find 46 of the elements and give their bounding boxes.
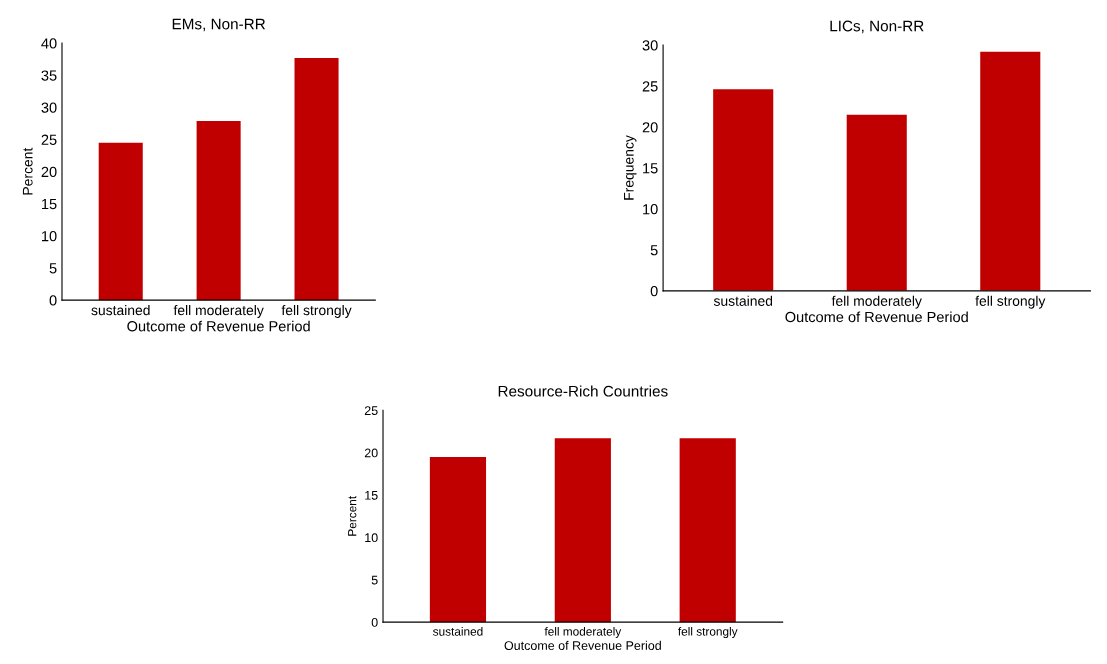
y-tick-label: 20 — [41, 166, 57, 178]
x-tick-label: fell moderately — [831, 295, 922, 309]
y-tick-label: 25 — [41, 134, 57, 145]
bar — [846, 114, 907, 291]
x-tick-label: sustained — [713, 295, 773, 306]
y-tick-label: 20 — [364, 448, 378, 458]
y-tick-label: 5 — [49, 263, 57, 274]
x-tick-label: sustained — [433, 627, 483, 636]
x-tick-label: fell moderately — [544, 627, 622, 639]
y-tick-label: 40 — [41, 38, 57, 49]
x-axis-title: Outcome of Revenue Period — [504, 640, 661, 650]
y-tick-label: 0 — [371, 617, 378, 627]
bar — [98, 142, 143, 301]
y-tick-label: 10 — [42, 230, 57, 242]
bar — [196, 120, 241, 301]
chart-title: LICs, Non-RR — [830, 20, 924, 34]
y-tick-label: 25 — [364, 406, 378, 415]
y-tick-label: 10 — [365, 533, 378, 543]
x-axis-title: Outcome of Revenue Period — [127, 320, 310, 332]
y-tick-label: 15 — [365, 491, 378, 500]
y-tick-label: 15 — [42, 199, 57, 210]
bar — [713, 89, 774, 291]
x-tick-label: fell strongly — [281, 304, 352, 318]
chart-title: EMs, Non-RR — [172, 18, 266, 32]
y-tick-label: 10 — [643, 204, 658, 215]
y-tick-label: 15 — [643, 163, 658, 174]
x-axis-title: Outcome of Revenue Period — [785, 311, 968, 323]
x-tick-label: sustained — [91, 304, 150, 316]
bar — [980, 51, 1041, 291]
y-tick-label: 20 — [642, 122, 658, 133]
y-tick-label: 0 — [650, 285, 658, 297]
y-tick-label: 30 — [642, 40, 658, 51]
chart-title: Resource-Rich Countries — [498, 385, 668, 397]
x-tick-label: fell strongly — [678, 627, 738, 639]
x-tick-label: fell moderately — [173, 304, 264, 318]
y-axis-title: Percent — [348, 496, 357, 536]
bar — [294, 57, 339, 301]
y-tick-label: 35 — [41, 70, 57, 81]
y-tick-label: 5 — [371, 575, 378, 585]
y-tick-label: 25 — [642, 81, 658, 92]
y-tick-label: 5 — [650, 245, 658, 256]
y-tick-label: 0 — [49, 295, 57, 306]
y-tick-label: 30 — [41, 102, 57, 113]
y-axis-title: Frequency — [624, 135, 637, 200]
x-tick-label: fell strongly — [975, 295, 1046, 309]
y-axis-title: Percent — [22, 147, 33, 195]
